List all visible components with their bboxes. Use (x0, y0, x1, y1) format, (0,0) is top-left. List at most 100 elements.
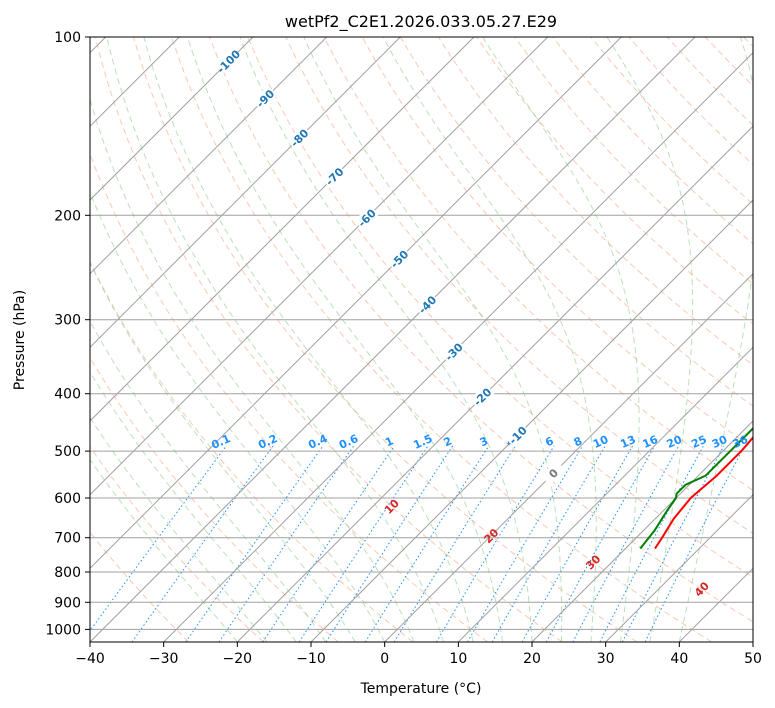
y-tick-label: 700 (54, 531, 81, 547)
profiles (639, 426, 753, 550)
dry-adiabat (247, 37, 753, 578)
isotherm-label-bg (540, 460, 566, 486)
mixing-ratio-line (467, 445, 584, 642)
isotherm-label-bg (354, 205, 379, 230)
mixing-ratio-label: 10 (591, 433, 611, 451)
x-tick-label: 20 (523, 651, 541, 667)
mixing-ratio-line (364, 445, 490, 642)
x-tick-label: 0 (380, 651, 389, 667)
background-lines (90, 37, 753, 642)
isotherm-label-bg (505, 422, 530, 448)
isotherm-label-bg (215, 48, 241, 74)
dry-adiabat (437, 37, 753, 366)
x-tick-label: 50 (744, 651, 762, 667)
moist-adiabat (606, 37, 694, 642)
y-tick-label: 200 (54, 208, 81, 224)
isotherm-label: -80 (288, 126, 311, 149)
x-tick-label: 40 (670, 651, 688, 667)
dry-adiabat-label: 10 (382, 497, 402, 517)
mixing-ratio-line (218, 445, 355, 642)
y-tick-label: 800 (54, 565, 81, 581)
moist-adiabat (90, 320, 327, 642)
mixing-ratio-line (131, 445, 274, 642)
mixing-ratio-line (90, 445, 227, 632)
moist-adiabat (143, 37, 474, 642)
isotherm (384, 272, 753, 642)
isotherm (236, 125, 753, 642)
chart-title: wetPf2_C2E1.2026.033.05.27.E29 (285, 12, 557, 32)
mixing-ratio-label: 20 (665, 433, 685, 451)
mixing-ratio-label: 8 (572, 434, 584, 449)
moist-adiabat (678, 37, 753, 642)
isotherm (90, 37, 696, 642)
mixing-ratio-label: 0.4 (306, 432, 329, 452)
mixing-ratio-label: 36 (731, 433, 751, 451)
mixing-ratio-line (393, 445, 516, 642)
isotherm (90, 37, 401, 349)
y-axis-label: Pressure (hPa) (12, 290, 28, 390)
isotherm (752, 641, 753, 642)
dry-adiabat (514, 37, 753, 285)
isotherm-label: -100 (215, 47, 244, 76)
isotherm-label-bg (252, 85, 278, 111)
x-tick-label: −40 (75, 651, 105, 667)
isotherm (90, 37, 254, 201)
isotherm (90, 37, 328, 275)
line-labels: 0.10.20.40.611.52346810131620253036-100-… (209, 47, 750, 599)
y-tick-label: 100 (54, 30, 81, 46)
x-tick-label: −30 (149, 651, 179, 667)
moist-adiabat (90, 370, 297, 642)
mixing-ratio-label: 25 (689, 433, 708, 451)
dry-adiabat (666, 37, 753, 126)
moist-adiabat (187, 37, 503, 642)
y-tick-label: 500 (54, 444, 81, 460)
mixing-ratio-label: 30 (710, 433, 730, 451)
mixing-ratio-label: 0.2 (256, 432, 279, 452)
mixing-ratio-line (435, 445, 555, 642)
moist-adiabat (382, 37, 597, 642)
x-axis-label: Temperature (°C) (360, 681, 482, 697)
isotherm (90, 37, 549, 496)
mixing-ratio-line (621, 445, 725, 642)
moist-adiabat (90, 261, 356, 642)
x-tick-label: −20 (223, 651, 253, 667)
mixing-ratio-label: 1 (383, 434, 395, 449)
isotherm (678, 567, 753, 642)
mixing-ratio-line (545, 445, 656, 642)
dry-adiabat (132, 37, 638, 642)
mixing-ratio-line (644, 445, 746, 642)
dry-adiabat (171, 37, 712, 642)
isotherm (531, 420, 753, 642)
mixing-ratio-line (325, 445, 454, 642)
mixing-ratio-line (185, 445, 324, 642)
moist-adiabat (482, 37, 640, 642)
isotherm (310, 199, 753, 642)
mixing-ratio-label: 0.1 (209, 432, 232, 452)
dry-adiabat-label: 40 (692, 579, 712, 599)
dry-adiabat (90, 356, 339, 642)
x-tick-label: −10 (296, 651, 326, 667)
mixing-ratio-label: 13 (618, 433, 637, 451)
x-axis: −40 −30 −20 −10 0 10 20 30 40 50 (75, 642, 762, 667)
isotherm (163, 51, 753, 642)
dry-adiabat (94, 37, 563, 642)
y-tick-label: 1000 (45, 622, 81, 638)
dry-adiabat (90, 260, 414, 642)
y-tick-label: 600 (54, 491, 81, 507)
dry-adiabat (90, 531, 190, 642)
mixing-ratio-line (521, 445, 633, 642)
moist-adiabat (90, 190, 386, 642)
isotherm-label-bg (414, 291, 440, 317)
isotherm (90, 37, 622, 570)
dry-adiabat (323, 37, 753, 491)
isotherm-label-bg (286, 125, 312, 150)
isotherm (605, 493, 753, 642)
isotherm-label-bg (469, 384, 495, 409)
isotherm-label-bg (386, 246, 412, 272)
moist-adiabat (90, 458, 238, 642)
dry-adiabat (476, 37, 753, 325)
mixing-ratio-label: 3 (478, 434, 490, 449)
y-tick-label: 900 (54, 595, 81, 611)
moist-adiabat (239, 37, 533, 642)
